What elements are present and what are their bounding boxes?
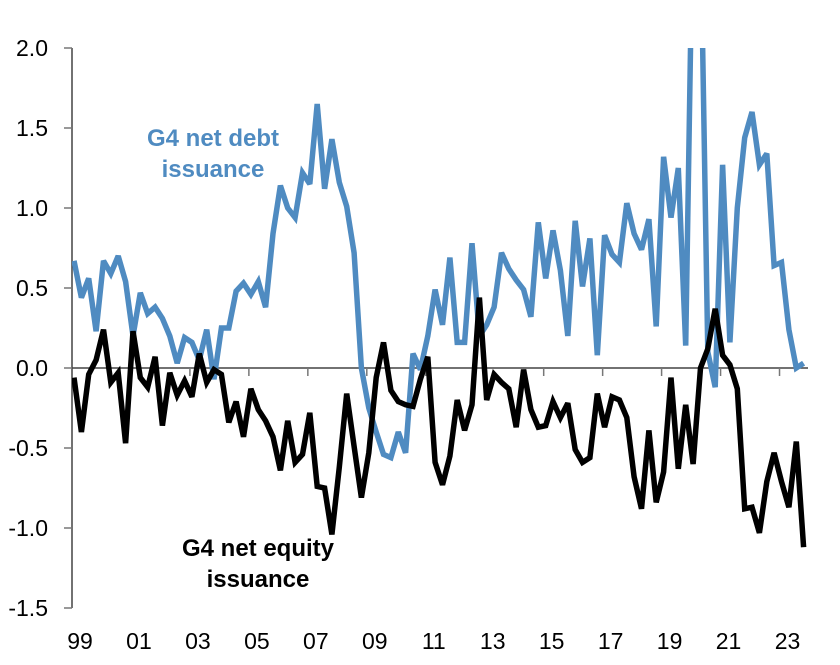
x-tick-label: 23 [775,628,801,654]
y-tick-label: -0.5 [8,435,48,461]
x-tick-label: 13 [480,628,506,654]
debt-series-label: G4 net debt [147,125,279,152]
series-group [72,48,807,548]
x-tick-label: 15 [539,628,565,654]
equity-series-label-line2: issuance [207,566,310,593]
axes: 2.0 1.5 1.0 0.5 0.0 -0.5 -1.0 -1.5 99 01 03 05 07 09 1… [8,35,808,654]
x-tick-label: 99 [67,628,93,654]
x-tick-label: 21 [716,628,742,654]
y-tick-label: 0.5 [16,275,48,301]
equity-series-label: G4 net equity [182,535,335,562]
y-tick-label: 0.0 [16,355,48,381]
equity-issuance-line [72,297,807,548]
x-tick-label: 09 [362,628,388,654]
x-tick-label: 11 [422,628,446,654]
x-tick-label: 05 [244,628,270,654]
x-tick-label: 03 [185,628,211,654]
y-tick-label: 1.0 [16,195,48,221]
debt-issuance-line [72,48,806,462]
x-tick-label: 01 [126,628,152,654]
y-tick-label: -1.5 [8,595,48,621]
debt-series-label-line2: issuance [162,156,265,183]
y-tick-label: 1.5 [16,115,48,141]
x-tick-label: 19 [657,628,683,654]
y-tick-label: 2.0 [16,35,48,61]
x-tick-label: 07 [303,628,329,654]
y-tick-label: -1.0 [8,515,48,541]
x-tick-label: 17 [598,628,624,654]
